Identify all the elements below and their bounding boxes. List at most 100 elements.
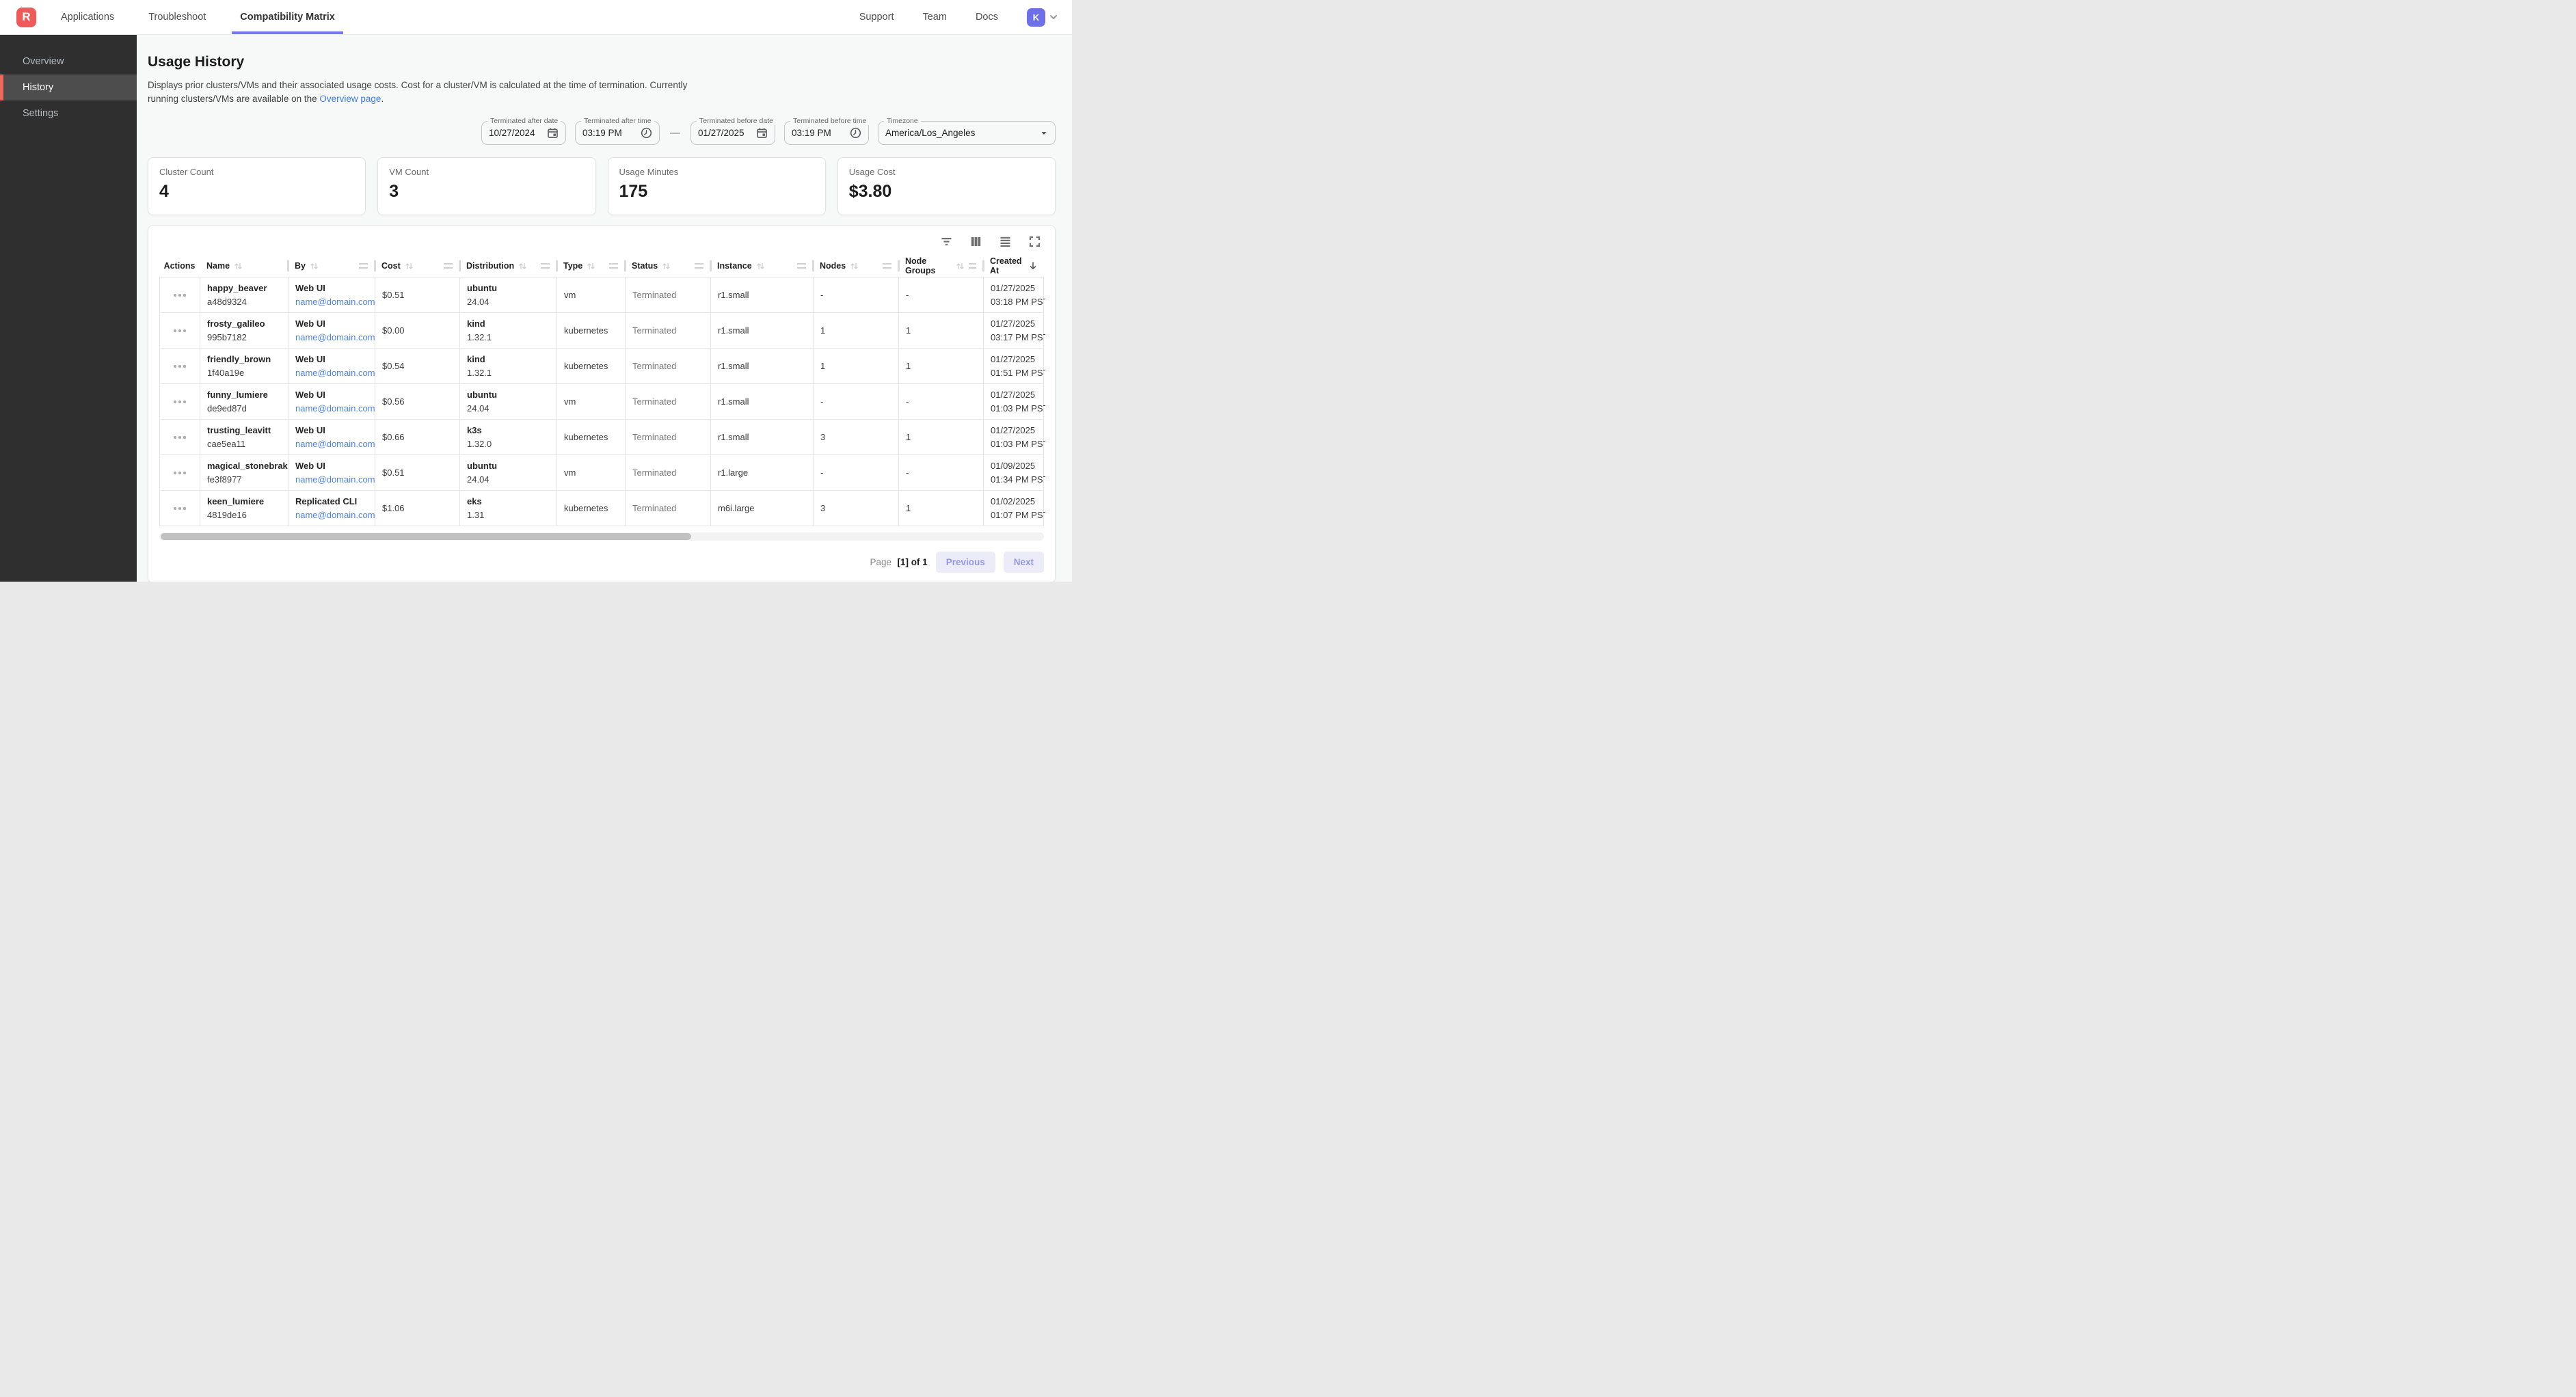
previous-button[interactable]: Previous bbox=[936, 552, 995, 573]
column-header[interactable]: Nodes bbox=[813, 255, 898, 277]
clock-icon[interactable] bbox=[850, 127, 861, 139]
sort-arrows-icon bbox=[850, 262, 859, 271]
column-header[interactable]: Cost bbox=[375, 255, 459, 277]
column-header[interactable]: Status bbox=[625, 255, 710, 277]
actions-cell bbox=[160, 420, 200, 455]
nodes-value: 1 bbox=[820, 324, 891, 338]
column-header[interactable]: Distribution bbox=[459, 255, 556, 277]
name-cell: frosty_galileo 995b7182 bbox=[200, 313, 289, 348]
more-options-icon[interactable] bbox=[174, 294, 186, 297]
created-by-email-link[interactable]: name@domain.com bbox=[295, 437, 368, 451]
instance-value: r1.small bbox=[718, 288, 806, 302]
column-menu-icon[interactable] bbox=[969, 263, 976, 269]
actions-cell bbox=[160, 384, 200, 419]
sidebar-item[interactable]: Overview bbox=[0, 49, 137, 74]
column-header[interactable]: Actions bbox=[159, 255, 200, 277]
nav-link-support[interactable]: Support bbox=[859, 12, 894, 23]
account-menu-button[interactable]: K bbox=[1027, 8, 1058, 27]
type-value: vm bbox=[564, 395, 618, 409]
cost-cell: $0.51 bbox=[375, 277, 460, 312]
density-icon[interactable] bbox=[999, 235, 1012, 248]
created-by-email-link[interactable]: name@domain.com bbox=[295, 331, 368, 344]
column-menu-icon[interactable] bbox=[797, 263, 806, 269]
created-by-email-link[interactable]: name@domain.com bbox=[295, 508, 368, 522]
status-cell: Terminated bbox=[626, 420, 711, 455]
filter-icon[interactable] bbox=[940, 235, 953, 248]
columns-icon[interactable] bbox=[969, 235, 982, 248]
more-options-icon[interactable] bbox=[174, 401, 186, 403]
name-cell: magical_stonebraker fe3f8977 bbox=[200, 455, 289, 490]
created-by-email-link[interactable]: name@domain.com bbox=[295, 366, 368, 380]
nav-tab[interactable]: Compatibility Matrix bbox=[237, 0, 338, 34]
sort-arrows-icon bbox=[518, 262, 527, 271]
horizontal-scrollbar[interactable] bbox=[159, 532, 1044, 541]
terminated-after-date-field[interactable]: Terminated after date 10/27/2024 bbox=[481, 121, 566, 145]
more-options-icon[interactable] bbox=[174, 436, 186, 439]
cost-cell: $0.56 bbox=[375, 384, 460, 419]
column-header-label: Created At bbox=[990, 256, 1024, 275]
column-header[interactable]: Type bbox=[556, 255, 625, 277]
clock-icon[interactable] bbox=[641, 127, 652, 139]
status-cell: Terminated bbox=[626, 277, 711, 312]
column-menu-icon[interactable] bbox=[695, 263, 703, 269]
by-cell: Web UI name@domain.com bbox=[289, 277, 375, 312]
column-header[interactable]: Instance bbox=[710, 255, 813, 277]
sidebar-item[interactable]: History bbox=[0, 74, 137, 100]
column-header[interactable]: Created At bbox=[983, 255, 1045, 277]
column-header[interactable]: Name bbox=[200, 255, 288, 277]
column-menu-icon[interactable] bbox=[359, 263, 368, 269]
created-at-cell: 01/27/2025 01:03 PM PST bbox=[984, 420, 1045, 455]
stat-label: Cluster Count bbox=[159, 167, 354, 177]
type-cell: kubernetes bbox=[557, 491, 626, 526]
stat-cards: Cluster Count 4 VM Count 3 Usage Minutes… bbox=[148, 157, 1056, 215]
scrollbar-thumb[interactable] bbox=[161, 533, 691, 540]
instance-cell: r1.small bbox=[711, 384, 814, 419]
column-menu-icon[interactable] bbox=[444, 263, 453, 269]
terminated-before-date-field[interactable]: Terminated before date 01/27/2025 bbox=[690, 121, 775, 145]
created-time: 01:34 PM PST bbox=[991, 473, 1038, 487]
cost-value: $0.51 bbox=[382, 466, 453, 480]
table-toolbar bbox=[159, 234, 1044, 255]
column-menu-icon[interactable] bbox=[541, 263, 550, 269]
overview-page-link[interactable]: Overview page bbox=[319, 94, 381, 104]
more-options-icon[interactable] bbox=[174, 472, 186, 474]
table-row: magical_stonebraker fe3f8977 Web UI name… bbox=[160, 455, 1043, 491]
created-by-email-link[interactable]: name@domain.com bbox=[295, 473, 368, 487]
terminated-after-time-field[interactable]: Terminated after time 03:19 PM bbox=[575, 121, 660, 145]
field-value: 03:19 PM bbox=[582, 128, 622, 138]
brand-logo[interactable]: R bbox=[16, 8, 36, 27]
next-button[interactable]: Next bbox=[1004, 552, 1044, 573]
timezone-select[interactable]: Timezone America/Los_Angeles bbox=[878, 121, 1056, 145]
column-header-label: Node Groups bbox=[905, 256, 952, 275]
calendar-icon[interactable] bbox=[547, 127, 559, 139]
distribution-cell: kind 1.32.1 bbox=[460, 349, 557, 383]
field-label: Terminated before time bbox=[790, 117, 869, 125]
table-row: frosty_galileo 995b7182 Web UI name@doma… bbox=[160, 313, 1043, 349]
secondary-nav: Support Team Docs K bbox=[859, 0, 1072, 34]
column-header[interactable]: Node Groups bbox=[898, 255, 983, 277]
nav-tab[interactable]: Applications bbox=[58, 0, 117, 34]
column-menu-icon[interactable] bbox=[609, 263, 618, 269]
calendar-icon[interactable] bbox=[756, 127, 768, 139]
sort-arrows-icon bbox=[234, 262, 243, 271]
created-by-email-link[interactable]: name@domain.com bbox=[295, 402, 368, 416]
fullscreen-icon[interactable] bbox=[1028, 235, 1041, 248]
nav-link-team[interactable]: Team bbox=[922, 12, 946, 23]
nav-link-docs[interactable]: Docs bbox=[976, 12, 998, 23]
created-date: 01/27/2025 bbox=[991, 424, 1038, 437]
terminated-before-time-field[interactable]: Terminated before time 03:19 PM bbox=[784, 121, 869, 145]
stat-label: Usage Minutes bbox=[619, 167, 814, 177]
more-options-icon[interactable] bbox=[174, 507, 186, 510]
sidebar-item[interactable]: Settings bbox=[0, 100, 137, 126]
description-period: . bbox=[381, 94, 384, 104]
distribution-cell: ubuntu 24.04 bbox=[460, 455, 557, 490]
column-menu-icon[interactable] bbox=[883, 263, 891, 269]
distribution-version: 1.31 bbox=[467, 508, 550, 522]
distribution-version: 1.32.1 bbox=[467, 331, 550, 344]
node-groups-value: 1 bbox=[906, 324, 976, 338]
nav-tab[interactable]: Troubleshoot bbox=[146, 0, 209, 34]
more-options-icon[interactable] bbox=[174, 329, 186, 332]
column-header[interactable]: By bbox=[288, 255, 375, 277]
created-by-email-link[interactable]: name@domain.com bbox=[295, 295, 368, 309]
more-options-icon[interactable] bbox=[174, 365, 186, 368]
